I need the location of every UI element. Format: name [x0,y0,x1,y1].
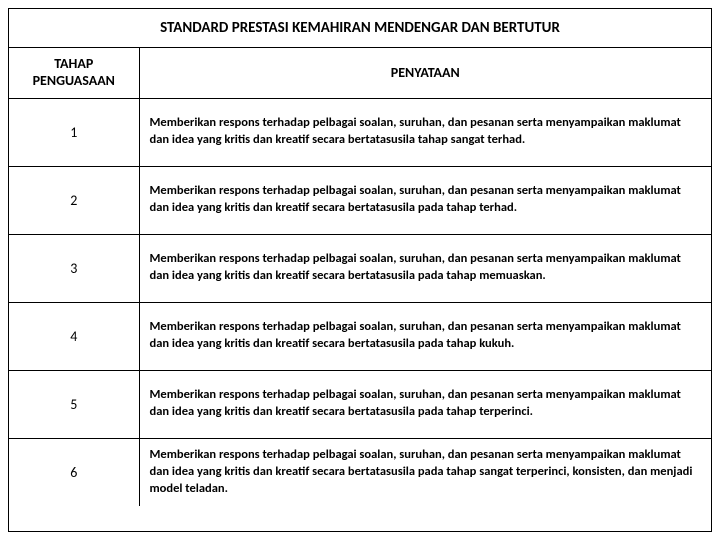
statement-cell: Memberikan respons terhadap pelbagai soa… [139,370,711,438]
level-cell: 2 [9,166,139,234]
level-cell: 6 [9,438,139,506]
column-header-level: TAHAP PENGUASAAN [9,48,139,98]
statement-cell: Memberikan respons terhadap pelbagai soa… [139,166,711,234]
level-cell: 5 [9,370,139,438]
table-row: 2 Memberikan respons terhadap pelbagai s… [9,166,711,234]
statement-cell: Memberikan respons terhadap pelbagai soa… [139,234,711,302]
statement-cell: Memberikan respons terhadap pelbagai soa… [139,438,711,506]
table-row: 3 Memberikan respons terhadap pelbagai s… [9,234,711,302]
level-cell: 4 [9,302,139,370]
column-header-statement: PENYATAAN [139,48,711,98]
table-row: 6 Memberikan respons terhadap pelbagai s… [9,438,711,506]
table-header-row: TAHAP PENGUASAAN PENYATAAN [9,48,711,98]
table-row: 4 Memberikan respons terhadap pelbagai s… [9,302,711,370]
level-cell: 1 [9,98,139,166]
table-row: 5 Memberikan respons terhadap pelbagai s… [9,370,711,438]
standards-table: TAHAP PENGUASAAN PENYATAAN 1 Memberikan … [9,48,711,506]
table-title: STANDARD PRESTASI KEMAHIRAN MENDENGAR DA… [9,9,711,48]
standards-table-container: STANDARD PRESTASI KEMAHIRAN MENDENGAR DA… [8,8,712,532]
table-row: 1 Memberikan respons terhadap pelbagai s… [9,98,711,166]
level-cell: 3 [9,234,139,302]
statement-cell: Memberikan respons terhadap pelbagai soa… [139,302,711,370]
statement-cell: Memberikan respons terhadap pelbagai soa… [139,98,711,166]
